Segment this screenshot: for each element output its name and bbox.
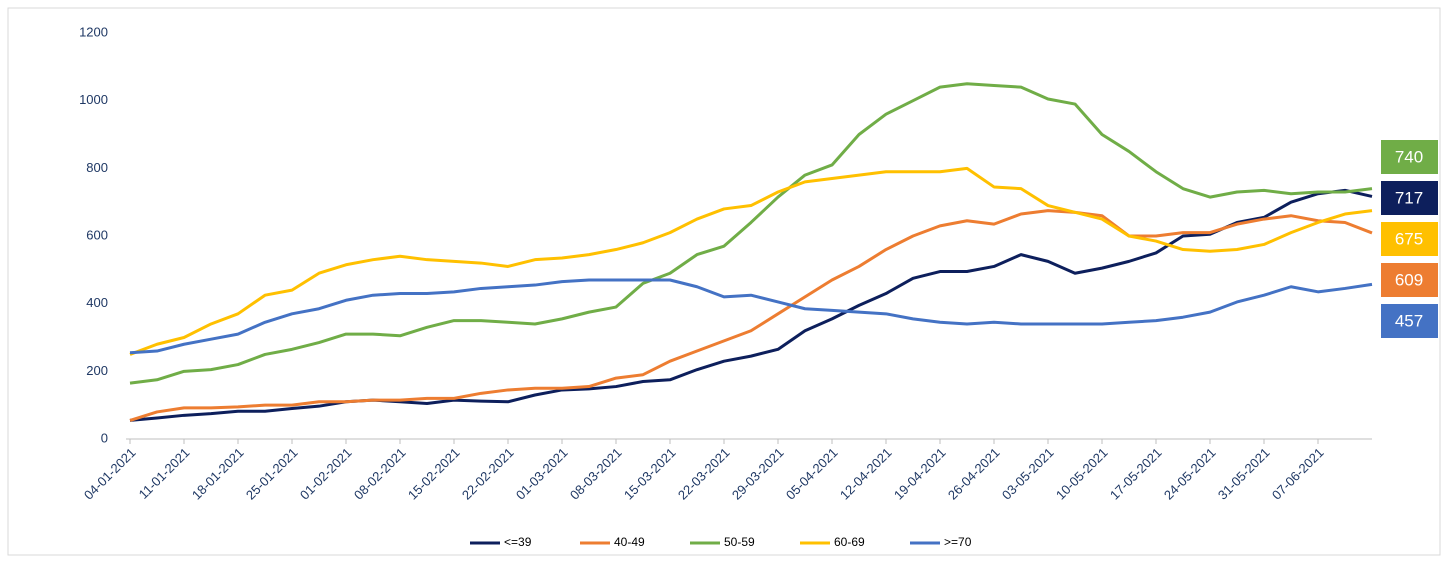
y-tick-label: 1000 [79,92,108,107]
series-line [129,209,1373,422]
legend-label: 50-59 [724,535,755,549]
series-line [129,278,1373,355]
y-tick-label: 400 [86,295,108,310]
legend-label: 40-49 [614,535,645,549]
end-value-label: 457 [1395,311,1423,330]
end-value-label: 717 [1395,188,1423,207]
chart-frame [7,7,1441,556]
end-value-box [1381,181,1438,215]
legend-label: >=70 [944,535,972,549]
legend-label: <=39 [504,535,532,549]
y-tick-label: 0 [101,430,108,445]
end-value-box [1381,222,1438,256]
end-value-box [1381,304,1438,338]
end-value-box [1381,263,1438,297]
series-line [129,82,1373,385]
y-tick-label: 200 [86,363,108,378]
end-value-label: 675 [1395,229,1423,248]
legend-label: 60-69 [834,535,865,549]
series-line [129,166,1373,356]
y-tick-label: 1200 [79,24,108,39]
end-value-label: 740 [1395,147,1423,166]
end-value-label: 609 [1395,270,1423,289]
end-value-box [1381,140,1438,174]
y-tick-label: 600 [86,227,108,242]
y-tick-label: 800 [86,160,108,175]
